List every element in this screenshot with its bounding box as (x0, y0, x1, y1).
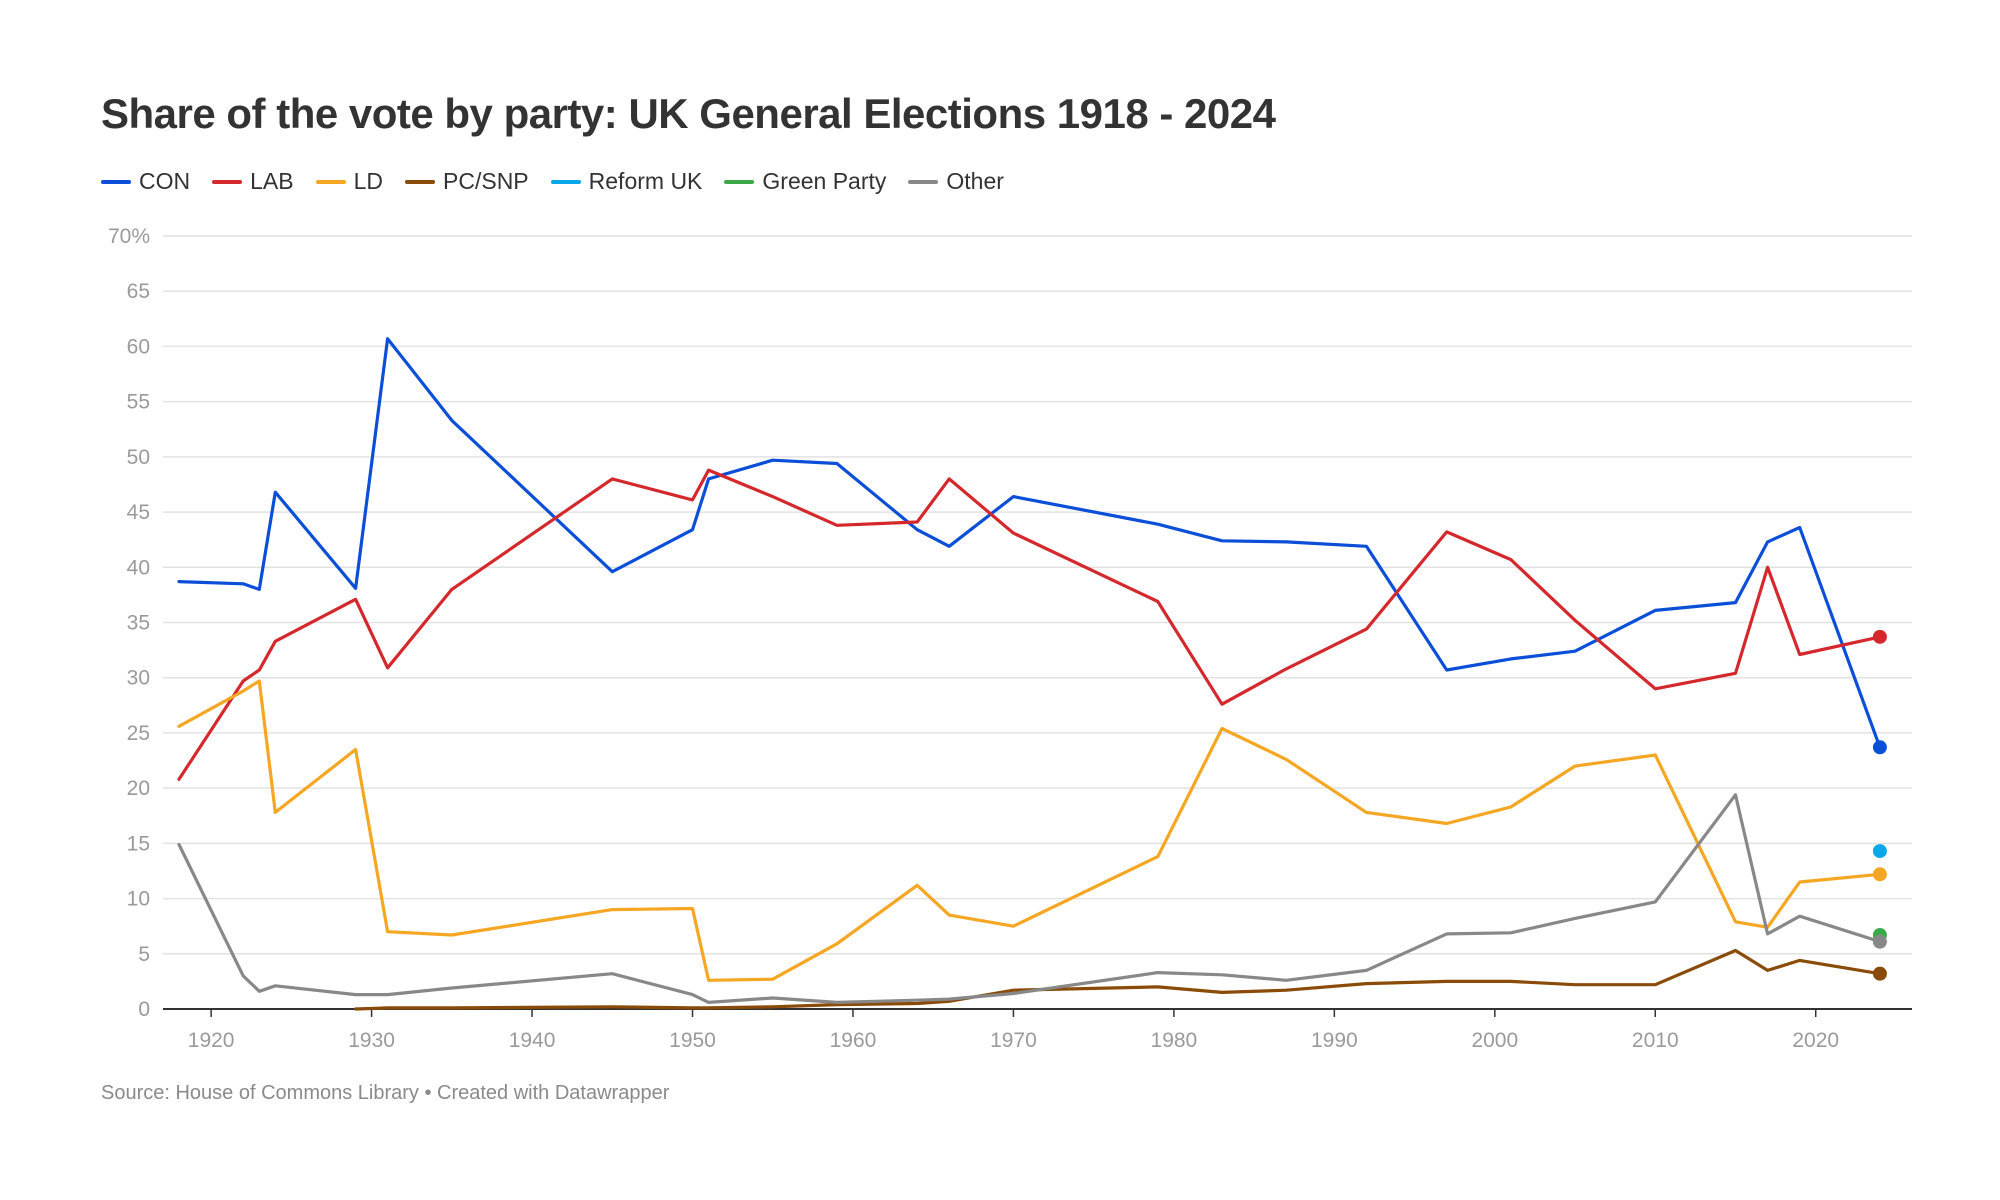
x-tick-label-1970: 1970 (990, 1029, 1037, 1052)
legend-label-con: CON (139, 168, 191, 194)
end-marker-ld (1872, 867, 1887, 882)
series-lines (177, 337, 1882, 1011)
y-tick-label-30: 30 (127, 667, 150, 690)
legend-swatch-con (101, 179, 131, 184)
y-tick-label-55: 55 (127, 391, 150, 414)
y-tick-label-35: 35 (127, 612, 150, 635)
legend-label-pc-snp: PC/SNP (443, 168, 529, 194)
gridlines (163, 235, 1912, 955)
end-marker-pc-snp (1872, 966, 1887, 981)
end-marker-lab (1872, 629, 1887, 644)
legend-label-reform-uk: Reform UK (588, 168, 703, 194)
end-marker-other (1872, 934, 1887, 949)
legend: CON LAB LD PC/SNP Reform UK Green Party … (101, 168, 1004, 195)
y-tick-label-20: 20 (127, 777, 150, 800)
legend-label-green-party: Green Party (762, 168, 887, 194)
y-tick-label-10: 10 (127, 888, 150, 911)
legend-swatch-reform-uk (550, 179, 581, 184)
y-tick-label-5: 5 (138, 943, 150, 966)
y-tick-label-45: 45 (127, 501, 150, 524)
x-tick-label-1990: 1990 (1311, 1029, 1358, 1052)
legend-swatch-ld (315, 179, 346, 184)
y-tick-label-25: 25 (127, 722, 150, 745)
source-note: Source: House of Commons Library • Creat… (101, 1082, 670, 1104)
y-tick-label-50: 50 (127, 446, 150, 469)
x-tick-label-1920: 1920 (188, 1029, 235, 1052)
y-tick-label-0: 0 (138, 998, 150, 1021)
legend-label-other: Other (946, 168, 1004, 194)
x-tick-label-1930: 1930 (348, 1029, 395, 1052)
y-tick-label-60: 60 (127, 335, 150, 358)
y-tick-label-40: 40 (127, 556, 150, 579)
series-line-ld (177, 679, 1882, 982)
legend-swatch-green-party (724, 179, 755, 184)
series-line-pc-snp (354, 948, 1882, 1011)
legend-swatch-pc-snp (405, 179, 436, 184)
legend-item-pc-snp: PC/SNP (405, 168, 529, 195)
series-line-con (177, 337, 1882, 749)
axes: 0 5 10 15 20 25 30 35 40 45 50 55 60 65 70% 1920 1930 194… (108, 225, 1912, 1052)
end-markers (1872, 629, 1887, 981)
x-tick-label-2010: 2010 (1632, 1029, 1679, 1052)
x-tick-label-2020: 2020 (1792, 1029, 1839, 1052)
chart-title: Share of the vote by party: UK General E… (101, 90, 1276, 137)
legend-label-lab: LAB (250, 168, 294, 194)
y-tick-label-70: 70% (108, 225, 150, 248)
series-line-lab (177, 468, 1882, 781)
legend-swatch-other (908, 179, 939, 184)
legend-label-ld: LD (353, 168, 384, 194)
x-tick-label-1940: 1940 (509, 1029, 556, 1052)
legend-swatch-lab (212, 179, 243, 184)
x-tick-label-1950: 1950 (669, 1029, 716, 1052)
legend-item-ld: LD (315, 168, 384, 195)
x-tick-label-2000: 2000 (1471, 1029, 1518, 1052)
series-line-other (177, 793, 1882, 1004)
legend-item-con: CON (101, 168, 190, 195)
x-tick-label-1980: 1980 (1151, 1029, 1198, 1052)
x-tick-label-1960: 1960 (830, 1029, 877, 1052)
legend-item-other: Other (908, 168, 1004, 195)
legend-item-reform-uk: Reform UK (550, 168, 703, 195)
legend-item-green-party: Green Party (724, 168, 886, 195)
y-tick-label-15: 15 (127, 832, 150, 855)
end-marker-con (1872, 740, 1887, 755)
end-marker-reform-uk (1872, 844, 1887, 859)
legend-item-lab: LAB (212, 168, 294, 195)
y-tick-label-65: 65 (127, 280, 150, 303)
